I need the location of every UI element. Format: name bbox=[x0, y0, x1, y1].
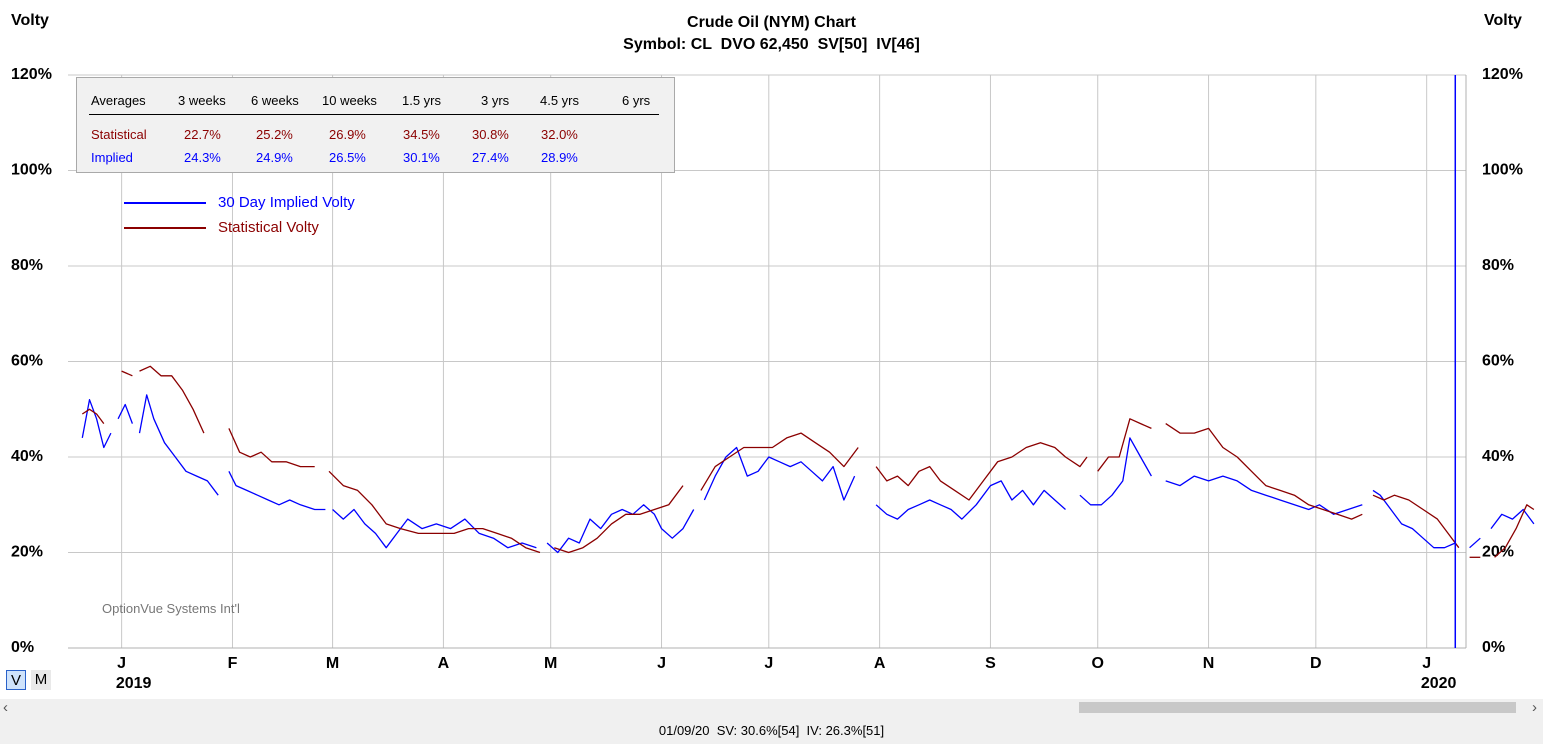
statistical-volty-line bbox=[700, 432, 859, 491]
y-tick-label-left: 40% bbox=[11, 448, 43, 465]
statistical-volty-line bbox=[1097, 418, 1152, 472]
implied-volty-line bbox=[1165, 475, 1363, 515]
statistical-volty-line bbox=[121, 370, 133, 377]
implied-volty-line bbox=[228, 471, 326, 511]
averages-statistical-row: Statistical 22.7% 25.2% 26.9% 34.5% 30.8… bbox=[77, 127, 674, 145]
scroll-left-arrow-icon[interactable]: ‹ bbox=[3, 699, 8, 716]
x-month-label: J bbox=[117, 655, 126, 672]
y-tick-label-left: 60% bbox=[11, 353, 43, 370]
statistical-volty-line bbox=[139, 365, 205, 434]
legend-statistical-label: Statistical Volty bbox=[218, 219, 319, 236]
y-tick-label-left: 20% bbox=[11, 544, 43, 561]
y-tick-label-right: 60% bbox=[1482, 353, 1514, 370]
implied-volty-line bbox=[546, 504, 695, 554]
status-bar: 01/09/20 SV: 30.6%[54] IV: 26.3%[51] bbox=[0, 716, 1543, 744]
statistical-3w: 22.7% bbox=[184, 127, 221, 142]
chart-subtitle: Symbol: CL DVO 62,450 SV[50] IV[46] bbox=[623, 36, 920, 53]
implied-10w: 26.5% bbox=[329, 150, 366, 165]
left-axis-title: Volty bbox=[11, 12, 49, 29]
statistical-label: Statistical bbox=[91, 127, 147, 142]
implied-volty-line bbox=[1490, 508, 1535, 529]
implied-volty-line bbox=[1079, 437, 1152, 506]
implied-4-5y: 28.9% bbox=[541, 150, 578, 165]
legend-statistical-swatch bbox=[124, 227, 206, 229]
statistical-volty-line bbox=[875, 442, 1088, 501]
x-month-label: J bbox=[1422, 655, 1431, 672]
averages-divider bbox=[89, 114, 659, 115]
y-tick-label-right: 80% bbox=[1482, 257, 1514, 274]
x-year-label: 2019 bbox=[116, 675, 152, 692]
y-tick-label-left: 120% bbox=[11, 66, 52, 83]
averages-header-10w: 10 weeks bbox=[322, 93, 377, 108]
y-tick-label-right: 20% bbox=[1482, 544, 1514, 561]
averages-header-4-5y: 4.5 yrs bbox=[540, 93, 580, 108]
implied-3w: 24.3% bbox=[184, 150, 221, 165]
averages-header-3w: 3 weeks bbox=[178, 93, 226, 108]
implied-volty-line bbox=[1469, 537, 1481, 549]
x-month-label: J bbox=[657, 655, 666, 672]
averages-table: Averages 3 weeks 6 weeks 10 weeks 1.5 yr… bbox=[76, 77, 675, 173]
averages-header-row: Averages 3 weeks 6 weeks 10 weeks 1.5 yr… bbox=[77, 93, 674, 111]
legend-implied-swatch bbox=[124, 202, 206, 204]
x-month-label: S bbox=[985, 655, 996, 672]
view-volatility-button[interactable]: V bbox=[6, 670, 26, 690]
y-tick-label-left: 0% bbox=[11, 639, 34, 656]
statistical-volty-line bbox=[1165, 423, 1363, 520]
view-m-button[interactable]: M bbox=[31, 670, 51, 690]
averages-header-6y: 6 yrs bbox=[622, 93, 651, 108]
implied-1-5y: 30.1% bbox=[403, 150, 440, 165]
y-tick-label-right: 100% bbox=[1482, 162, 1523, 179]
scroll-right-arrow-icon[interactable]: › bbox=[1532, 699, 1537, 716]
implied-6w: 24.9% bbox=[256, 150, 293, 165]
x-month-label: F bbox=[228, 655, 238, 672]
statistical-volty-line bbox=[1372, 494, 1460, 549]
implied-volty-line bbox=[117, 403, 134, 424]
y-tick-label-left: 100% bbox=[11, 162, 52, 179]
statistical-1-5y: 34.5% bbox=[403, 127, 440, 142]
y-tick-label-left: 80% bbox=[11, 257, 43, 274]
x-year-label: 2020 bbox=[1421, 675, 1457, 692]
chart-title: Crude Oil (NYM) Chart bbox=[687, 14, 856, 31]
implied-volty-line bbox=[875, 480, 1066, 520]
x-month-label: D bbox=[1310, 655, 1322, 672]
averages-header-label: Averages bbox=[91, 93, 146, 108]
statistical-volty-line bbox=[554, 485, 684, 554]
statistical-4-5y: 32.0% bbox=[541, 127, 578, 142]
legend-implied-label: 30 Day Implied Volty bbox=[218, 194, 355, 211]
implied-label: Implied bbox=[91, 150, 133, 165]
implied-volty-line bbox=[138, 394, 219, 496]
statistical-volty-line bbox=[228, 428, 315, 468]
x-month-label: O bbox=[1092, 655, 1104, 672]
watermark-text: OptionVue Systems Int'l bbox=[102, 601, 240, 616]
x-month-label: J bbox=[764, 655, 773, 672]
y-tick-label-right: 40% bbox=[1482, 448, 1514, 465]
statistical-volty-line bbox=[328, 470, 541, 554]
x-month-label: A bbox=[874, 655, 886, 672]
averages-header-3y: 3 yrs bbox=[481, 93, 510, 108]
statistical-volty-line bbox=[81, 408, 105, 424]
statistical-3y: 30.8% bbox=[472, 127, 509, 142]
y-tick-label-right: 120% bbox=[1482, 66, 1523, 83]
y-tick-label-right: 0% bbox=[1482, 639, 1505, 656]
implied-volty-line bbox=[703, 446, 856, 501]
x-month-label: M bbox=[326, 655, 339, 672]
scroll-thumb[interactable] bbox=[1079, 702, 1516, 713]
implied-volty-line bbox=[332, 508, 537, 549]
statistical-volty-line bbox=[1494, 504, 1535, 558]
averages-header-6w: 6 weeks bbox=[251, 93, 299, 108]
implied-3y: 27.4% bbox=[472, 150, 509, 165]
x-month-label: A bbox=[438, 655, 450, 672]
averages-header-1-5y: 1.5 yrs bbox=[402, 93, 442, 108]
statistical-10w: 26.9% bbox=[329, 127, 366, 142]
implied-volty-line bbox=[81, 399, 112, 449]
averages-implied-row: Implied 24.3% 24.9% 26.5% 30.1% 27.4% 28… bbox=[77, 150, 674, 168]
right-axis-title: Volty bbox=[1484, 12, 1522, 29]
x-month-label: N bbox=[1203, 655, 1215, 672]
statistical-6w: 25.2% bbox=[256, 127, 293, 142]
x-month-label: M bbox=[544, 655, 557, 672]
